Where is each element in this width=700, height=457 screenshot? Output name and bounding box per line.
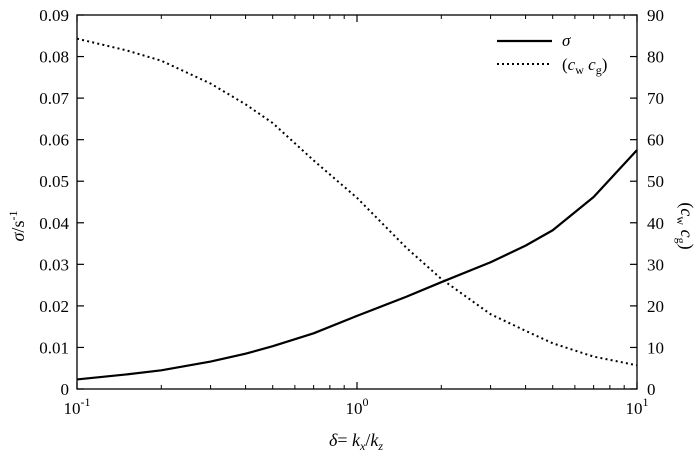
y-left-tick-label: 0.01	[39, 338, 69, 357]
series-group	[76, 37, 638, 381]
legend: σ (cw cg)	[497, 31, 607, 77]
y-right-tick-label: 70	[647, 89, 664, 108]
y-left-tick-label: 0.03	[39, 255, 69, 274]
series-line-cwcg	[76, 37, 638, 367]
y-left-tick-label: 0.04	[39, 214, 69, 233]
x-axis-label: δ= kx/kz	[329, 430, 383, 453]
y-right-tick-label: 90	[647, 6, 664, 25]
legend-label-cwcg: (cw cg)	[562, 55, 607, 77]
x-tick-label-exponent: -1	[81, 395, 91, 409]
y-right-tick-label: 60	[647, 131, 664, 150]
x-tick-label: 10-1	[64, 395, 91, 418]
y-right-tick-label: 30	[647, 255, 664, 274]
plot-frame-group	[76, 14, 638, 390]
y-left-tick-label: 0.08	[39, 48, 69, 67]
y-left-tick-label: 0.06	[39, 131, 69, 150]
y-right-tick-label: 10	[647, 338, 664, 357]
x-tick-label-exponent: 0	[363, 395, 369, 409]
y-left-tick-label: 0	[61, 380, 70, 399]
series-line-sigma	[76, 149, 638, 381]
legend-label-sigma: σ	[562, 31, 571, 50]
y-axis-right-label: (cw cg)	[674, 202, 697, 249]
y-right-tick-label: 50	[647, 172, 664, 191]
y-right-tick-label: 80	[647, 48, 664, 67]
y-left-tick-label: 0.05	[39, 172, 69, 191]
x-tick-label-base: 10	[626, 399, 643, 418]
y-right-tick-label: 20	[647, 297, 664, 316]
y-right-tick-label: 0	[647, 380, 656, 399]
y-left-tick-label: 0.09	[39, 6, 69, 25]
y-left-tick-label: 0.07	[39, 89, 69, 108]
plot-frame	[76, 14, 638, 390]
x-tick-label-exponent: 1	[643, 395, 649, 409]
y-right-tick-label: 40	[647, 214, 664, 233]
y-left-tick-label: 0.02	[39, 297, 69, 316]
x-tick-label-base: 10	[64, 399, 81, 418]
ticks-group: 10-1 100 10100.010.020.030.040.050.060.070…	[39, 6, 664, 418]
x-tick-label: 100	[346, 395, 369, 418]
y-axis-left-label: σ/s-1	[6, 211, 28, 242]
x-tick-label: 101	[626, 395, 649, 418]
x-tick-label-base: 10	[346, 399, 363, 418]
